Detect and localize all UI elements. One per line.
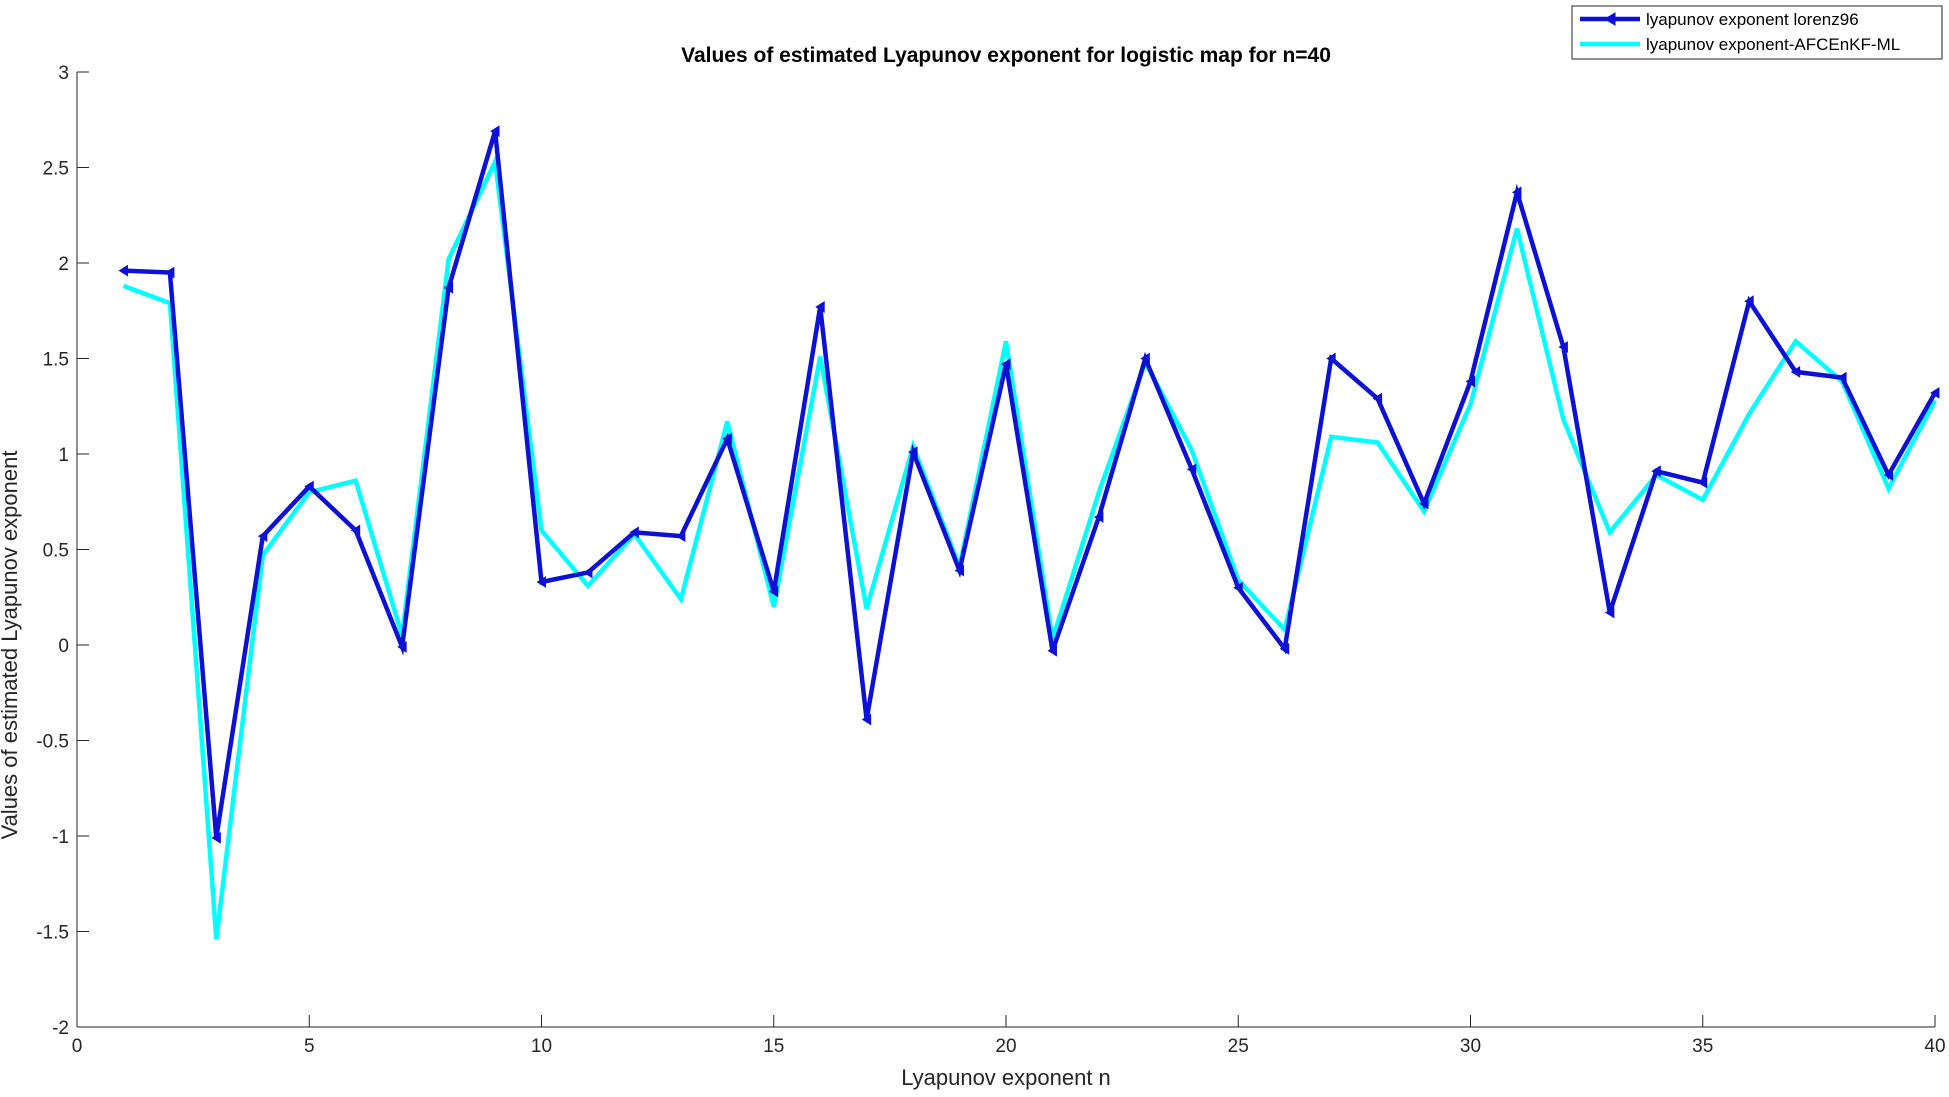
legend-label: lyapunov exponent-AFCEnKF-ML — [1646, 35, 1900, 54]
data-point-marker — [397, 641, 407, 653]
data-point-marker — [1233, 581, 1243, 594]
y-tick-label: -1.5 — [36, 923, 69, 944]
data-point-marker — [908, 446, 918, 458]
data-point-marker — [1697, 476, 1708, 489]
data-point-marker — [1186, 463, 1197, 476]
data-point-marker — [211, 832, 221, 844]
x-tick-label: 40 — [1924, 1036, 1945, 1057]
x-tick-label: 5 — [304, 1036, 315, 1057]
data-point-marker — [257, 530, 268, 543]
data-point-marker — [1372, 392, 1383, 405]
y-tick-label: 3 — [58, 63, 69, 84]
data-point-marker — [1001, 358, 1011, 371]
y-tick-label: -0.5 — [36, 732, 69, 753]
data-point-marker — [443, 281, 454, 294]
data-point-marker — [118, 264, 128, 277]
legend: lyapunov exponent lorenz96 lyapunov expon… — [1571, 5, 1943, 60]
x-tick-label: 25 — [1228, 1036, 1249, 1057]
data-point-marker — [1883, 469, 1894, 481]
data-point-marker — [1419, 497, 1429, 510]
series-lines — [118, 125, 1940, 940]
data-point-marker — [350, 524, 361, 537]
data-point-marker — [1744, 295, 1754, 308]
data-point-marker — [304, 480, 314, 493]
data-point-marker — [1512, 186, 1522, 199]
y-tick-label: 1.5 — [43, 350, 69, 371]
data-point-marker — [536, 576, 546, 588]
x-axis-title: Lyapunov exponent n — [901, 1065, 1111, 1090]
data-point-marker — [1047, 644, 1057, 657]
data-point-marker — [1604, 606, 1615, 619]
data-point-marker — [861, 713, 872, 726]
data-point-marker — [954, 564, 965, 577]
y-tick-label: 0.5 — [43, 541, 69, 562]
y-axis-title: Values of estimated Lyapunov exponent — [0, 451, 22, 840]
data-point-marker — [722, 432, 732, 445]
data-point-marker — [1837, 371, 1847, 384]
y-tick-label: 2.5 — [43, 159, 69, 180]
y-tick-label: 1 — [58, 445, 69, 466]
x-tick-label: 10 — [531, 1036, 552, 1057]
legend-marker — [1604, 12, 1616, 26]
data-point-marker — [583, 566, 593, 579]
data-point-marker — [490, 125, 500, 138]
data-point-marker — [675, 530, 686, 543]
data-point-marker — [1279, 642, 1290, 655]
y-tick-label: -1 — [52, 827, 69, 848]
data-point-marker — [1790, 365, 1801, 378]
x-tick-label: 20 — [995, 1036, 1016, 1057]
series-line — [123, 130, 1937, 839]
y-axis-ticks: -2 -1.5 -1 -0.5 0 0.5 1 1.5 2 2.5 3 — [36, 63, 89, 1039]
y-tick-label: 2 — [58, 254, 69, 275]
data-point-marker — [1651, 465, 1661, 478]
legend-box — [1571, 5, 1943, 60]
data-point-marker — [1140, 352, 1150, 365]
chart-title: Values of estimated Lyapunov exponent fo… — [681, 44, 1331, 67]
legend-label: lyapunov exponent lorenz96 — [1646, 10, 1859, 29]
data-point-marker — [1465, 375, 1475, 388]
data-point-marker — [1093, 511, 1104, 523]
x-tick-label: 35 — [1692, 1036, 1713, 1057]
x-tick-label: 30 — [1460, 1036, 1481, 1057]
x-tick-label: 15 — [763, 1036, 784, 1057]
data-point-marker — [815, 301, 825, 313]
y-tick-label: 0 — [58, 636, 69, 657]
data-point-marker — [1558, 341, 1568, 353]
data-point-marker — [1326, 352, 1336, 365]
x-axis-ticks: 0 5 10 15 20 25 30 35 40 — [72, 1015, 1946, 1057]
data-point-marker — [1930, 386, 1940, 399]
y-tick-label: -2 — [52, 1018, 69, 1039]
x-tick-label: 0 — [72, 1036, 83, 1057]
series-line — [122, 153, 1937, 940]
data-point-marker — [629, 526, 639, 539]
data-point-marker — [164, 266, 175, 279]
data-point-marker — [768, 585, 779, 598]
